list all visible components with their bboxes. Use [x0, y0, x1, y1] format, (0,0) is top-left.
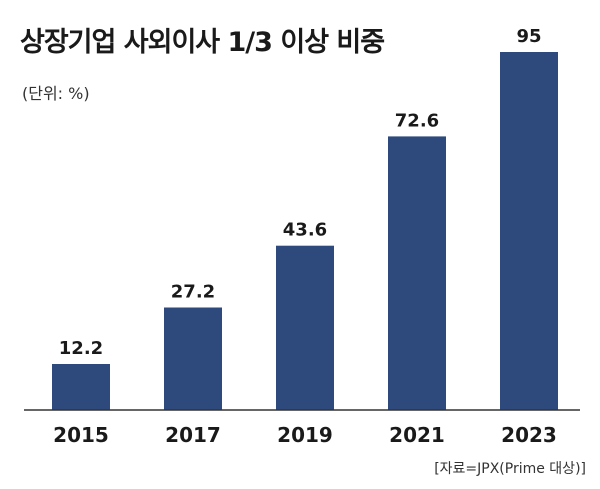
value-label-2021: 72.6: [395, 110, 439, 131]
source-note: [자료=JPX(Prime 대상)]: [434, 461, 586, 477]
chart-title: 상장기업 사외이사 1/3 이상 비중: [20, 27, 385, 58]
bar-2023: [500, 52, 558, 410]
bar-2021: [388, 136, 446, 410]
tick-label-2021: 2021: [389, 423, 445, 447]
tick-label-2017: 2017: [165, 423, 221, 447]
value-label-2015: 12.2: [59, 338, 103, 359]
bar-2017: [164, 307, 222, 410]
unit-label: (단위: %): [22, 84, 90, 103]
bar-2015: [52, 364, 110, 410]
bars-layer: [52, 52, 558, 410]
value-labels-layer: 12.2 27.2 43.6 72.6 95: [59, 26, 542, 359]
value-label-2019: 43.6: [283, 220, 327, 241]
value-label-2017: 27.2: [171, 282, 215, 303]
tick-label-2023: 2023: [501, 423, 557, 447]
tick-label-2015: 2015: [53, 423, 109, 447]
tick-labels-layer: 2015 2017 2019 2021 2023: [53, 423, 557, 447]
tick-label-2019: 2019: [277, 423, 333, 447]
bar-2019: [276, 245, 334, 410]
value-label-2023: 95: [516, 26, 541, 47]
